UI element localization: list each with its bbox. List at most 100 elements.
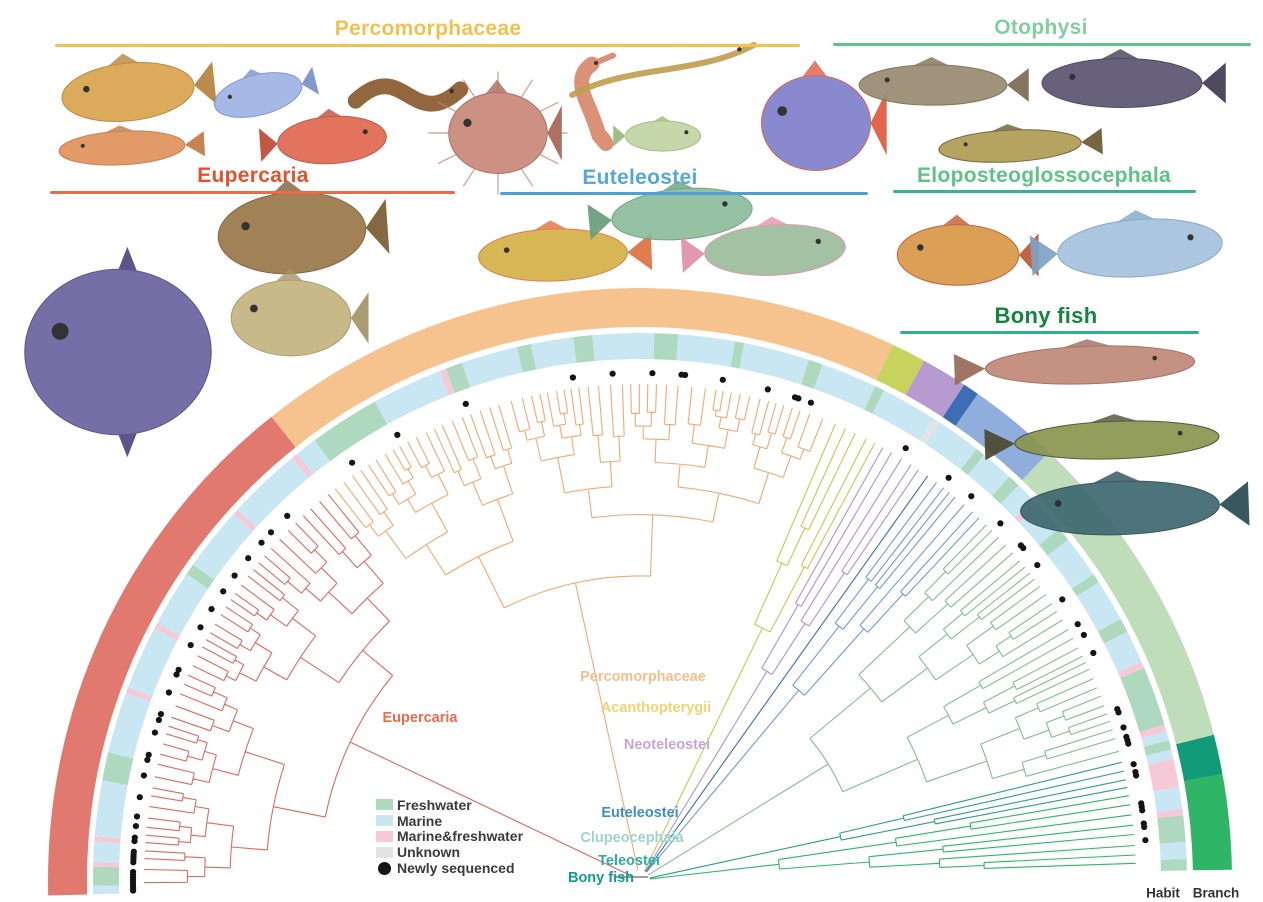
habit-ring-segment	[592, 333, 655, 361]
habit-ring-segment	[186, 564, 215, 589]
newly-sequenced-dot	[394, 431, 401, 438]
lionfish-illustration-icon	[428, 71, 568, 195]
group-header-otophysi: Otophysi	[994, 16, 1088, 39]
branch-ring-segment-acanthopterygii	[876, 344, 925, 395]
habit-ring-segment	[461, 347, 523, 388]
branch-ring-segment-eupercaria	[47, 416, 296, 896]
tree-clade-eupercaria	[143, 493, 632, 884]
clade-label-teleostei: Teleostei	[598, 853, 660, 869]
habit-ring-segment	[1143, 740, 1172, 756]
habit-ring-segment	[314, 401, 388, 462]
tree-clade-otocephala-teal	[649, 761, 1128, 879]
newly-sequenced-dot	[1120, 724, 1127, 731]
tree-clade-basal-bony-fish	[649, 795, 1136, 880]
habit-ring-segment	[1159, 841, 1187, 860]
seahorse-illustration-icon	[574, 52, 616, 151]
habit-ring-segment	[1000, 485, 1034, 519]
branch-ring-segment-deep-blue-lineage	[942, 384, 978, 426]
newly-sequenced-dot	[258, 539, 265, 546]
bigeye-illustration-icon	[258, 108, 387, 165]
herring-illustration-icon	[1029, 210, 1223, 278]
habit-ring-segment	[1120, 668, 1165, 732]
habitat-legend: Freshwater Marine Marine&freshwater Unkn…	[376, 797, 523, 876]
newly-sequenced-dot	[1130, 761, 1137, 768]
coelacanth-illustration-icon	[1020, 471, 1250, 536]
clade-label-bony-fish-root: Bony fish	[567, 870, 635, 886]
clade-label-neoteleostei: Neoteleostei	[623, 737, 711, 753]
newly-sequenced-dot	[764, 386, 771, 393]
tree-clade-eloposteoglossocephala-otophysi	[648, 524, 1120, 876]
group-header-eupercaria: Eupercaria	[197, 164, 309, 187]
habit-ring-segment	[530, 337, 577, 370]
habit-ring-segment	[967, 454, 1010, 496]
newly-sequenced-dot	[155, 716, 162, 724]
newly-sequenced-dot	[130, 868, 137, 876]
freshwater-swatch-icon	[376, 799, 393, 811]
branch-ring-label: Branch	[1192, 885, 1240, 901]
gar-illustration-icon	[953, 339, 1196, 386]
newly-sequenced-dot	[208, 606, 215, 613]
habit-ring-segment	[872, 390, 934, 441]
newly-sequenced-dot-icon	[378, 861, 391, 875]
newly-sequenced-dot	[133, 813, 141, 820]
habit-ring-segment	[292, 453, 314, 478]
newly-sequenced-dot	[220, 588, 227, 595]
habit-ring-segment	[193, 514, 253, 580]
newly-sequenced-dot	[131, 834, 138, 841]
habit-ring-segment	[1160, 859, 1187, 871]
pipefish-illustration-icon	[569, 41, 757, 99]
habit-ring-segment	[653, 333, 679, 361]
newly-sequenced-dot	[151, 729, 158, 736]
habit-ring-segment	[1076, 582, 1121, 632]
tree-clade-percomorphaceae	[334, 383, 824, 871]
paradise-fish-illustration-icon	[896, 214, 1039, 286]
legend-label: Marine	[397, 812, 443, 829]
habit-ring-segment	[93, 885, 120, 895]
newly-sequenced-dot	[945, 474, 952, 481]
newly-sequenced-dot	[807, 399, 815, 406]
newly-sequenced-dot	[140, 772, 147, 779]
habit-ring-segment	[1153, 786, 1183, 812]
habit-ring-segment	[94, 836, 121, 844]
habit-ring-segment	[676, 334, 735, 367]
rainbow-trout-illustration-icon	[680, 216, 846, 276]
swamp-eel-illustration-icon	[347, 78, 469, 112]
group-header-bony-fish-underline	[900, 331, 1199, 334]
newly-sequenced-dot	[1034, 562, 1041, 569]
habit-ring-segment	[1097, 619, 1128, 644]
habit-ring-segment	[157, 574, 209, 636]
newly-sequenced-dot	[1059, 596, 1066, 603]
flounder-illustration-icon	[61, 53, 217, 122]
branch-ring-segment-euteleostei	[955, 393, 1049, 481]
habit-ring-label: Habit	[1146, 885, 1180, 901]
marine-swatch-icon	[376, 815, 393, 827]
habit-ring-segment	[1047, 539, 1094, 589]
habit-ring-segment	[573, 335, 595, 363]
newly-sequenced-dot	[1080, 631, 1087, 639]
newly-sequenced-dot	[173, 671, 180, 678]
habit-ring-segment	[813, 364, 876, 410]
branch-ring-segment-dark-teal-lineage	[1176, 734, 1223, 782]
newly-sequenced-dot	[649, 370, 656, 377]
habit-ring-segment	[801, 359, 823, 389]
pufferfish-illustration-icon	[230, 268, 369, 357]
group-header-eloposteoglossocephala: Eloposteoglossocephala	[917, 164, 1171, 187]
legend-item-marine: Marine	[376, 813, 523, 829]
habit-ring-segment	[93, 861, 120, 868]
habit-ring-segment	[126, 687, 153, 702]
habit-ring-segment	[233, 509, 257, 532]
newly-sequenced-dot	[1133, 772, 1140, 779]
threadfin-fish-illustration-icon	[213, 66, 320, 118]
newly-sequenced-dot	[145, 751, 152, 758]
clade-label-euteleostei: Euteleostei	[601, 805, 679, 821]
habit-ring-segment	[154, 623, 180, 641]
newly-sequenced-dot	[267, 529, 275, 536]
habit-ring-segment	[960, 449, 985, 476]
branch-ring-segment-basal-bony-fish	[1184, 774, 1232, 871]
habit-ring-segment	[445, 362, 471, 393]
habit-ring-segment	[237, 457, 309, 528]
group-header-otophysi-underline	[833, 43, 1251, 46]
habit-ring-segment	[1039, 528, 1069, 556]
branch-ring-segment-percomorphaceae	[271, 288, 893, 448]
